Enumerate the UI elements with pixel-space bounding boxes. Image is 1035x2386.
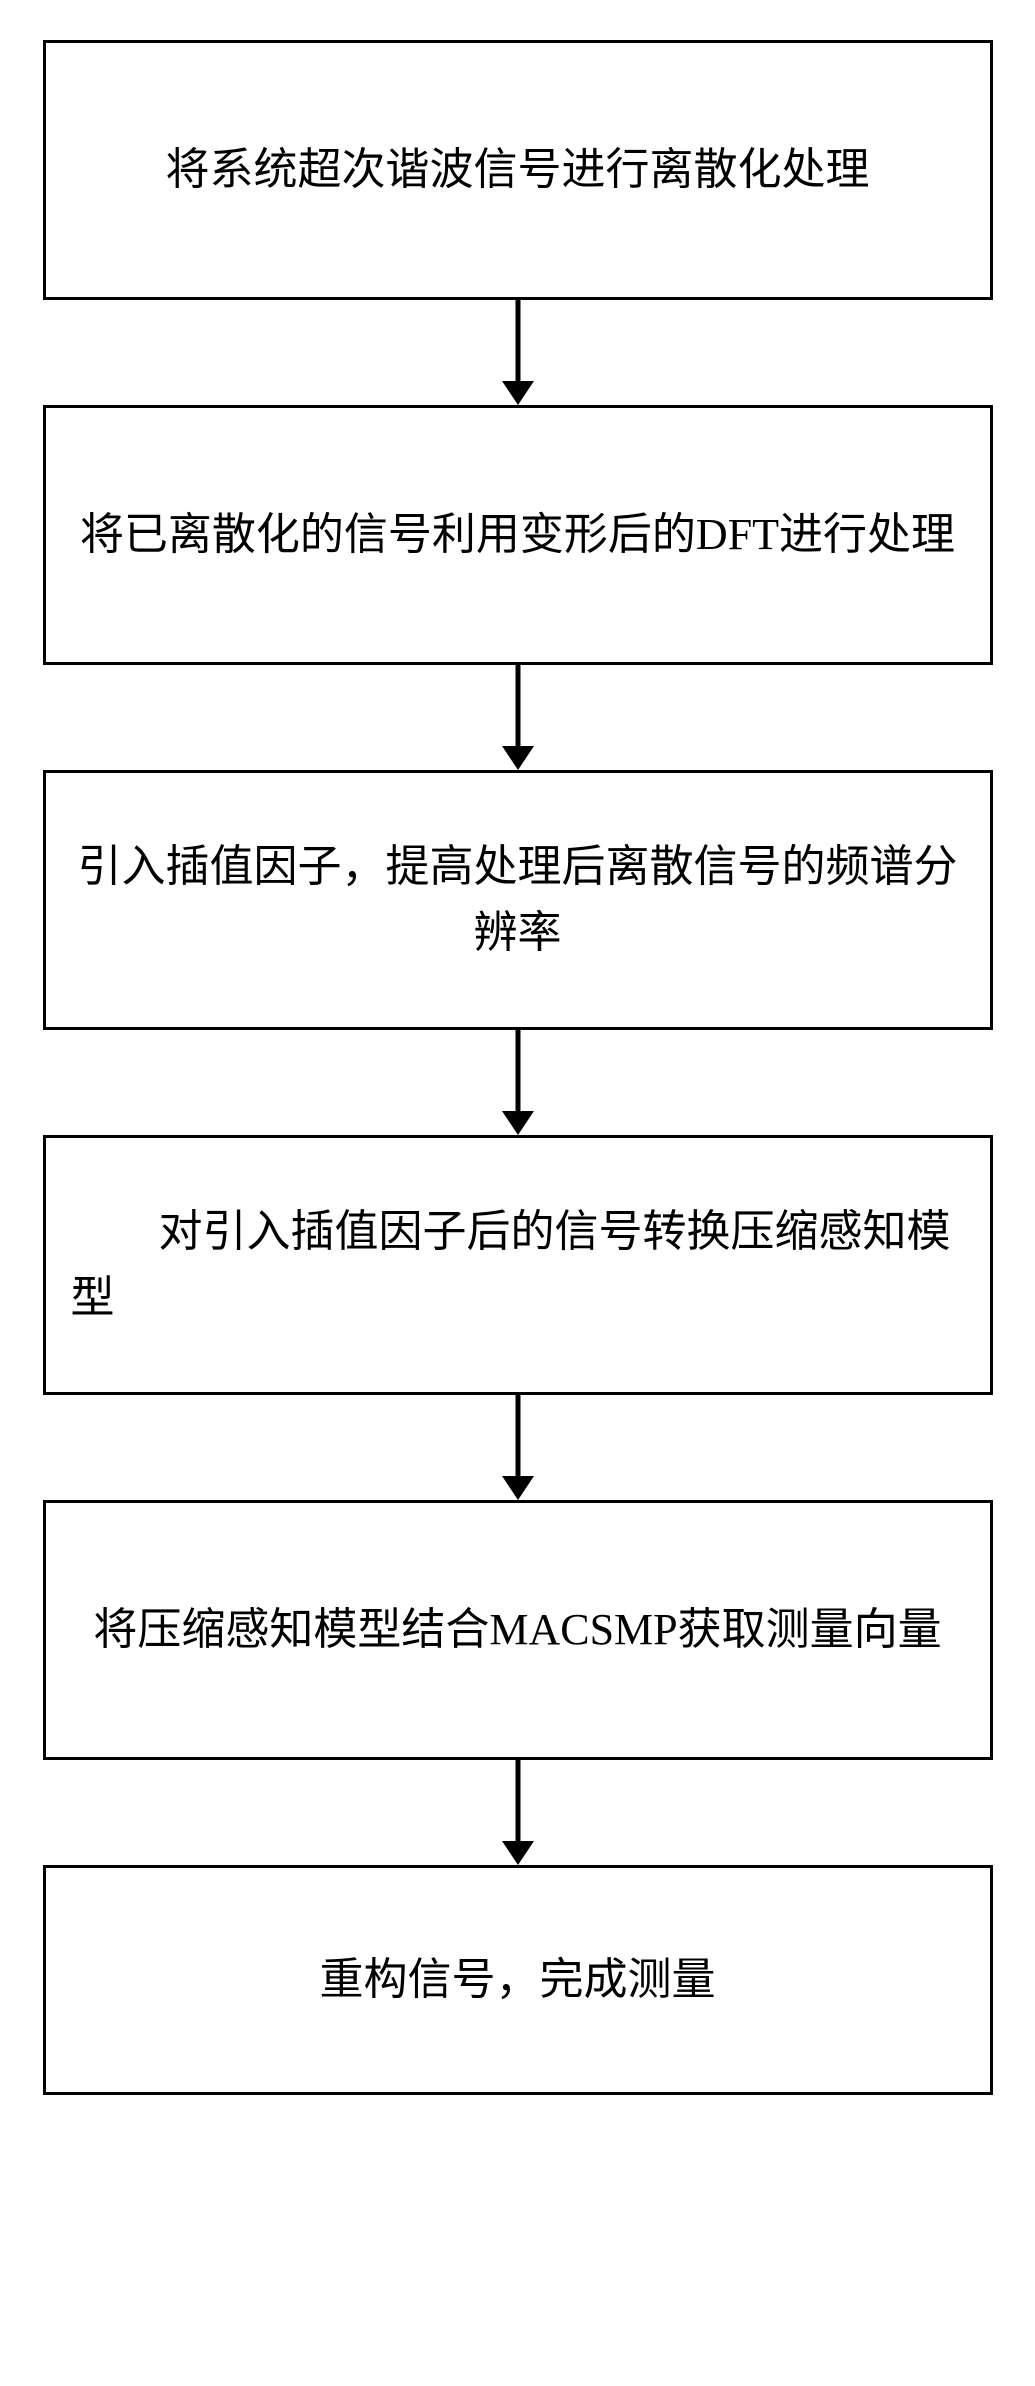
flow-arrow	[502, 300, 534, 405]
flow-step-text: 重构信号，完成测量	[320, 1947, 716, 2013]
flow-step-text: 将系统超次谐波信号进行离散化处理	[166, 137, 870, 203]
flow-step-step4: 对引入插值因子后的信号转换压缩感知模型	[43, 1135, 993, 1395]
flow-step-text: 引入插值因子，提高处理后离散信号的频谱分辨率	[71, 834, 965, 966]
flow-step-step1: 将系统超次谐波信号进行离散化处理	[43, 40, 993, 300]
flow-step-step6: 重构信号，完成测量	[43, 1865, 993, 2095]
flow-step-step2: 将已离散化的信号利用变形后的DFT进行处理	[43, 405, 993, 665]
flow-step-step5: 将压缩感知模型结合MACSMP获取测量向量	[43, 1500, 993, 1760]
flow-arrow	[502, 665, 534, 770]
flow-arrow	[502, 1030, 534, 1135]
flow-step-text: 对引入插值因子后的信号转换压缩感知模型	[71, 1199, 965, 1331]
flow-step-text: 将已离散化的信号利用变形后的DFT进行处理	[80, 502, 955, 568]
flow-step-step3: 引入插值因子，提高处理后离散信号的频谱分辨率	[43, 770, 993, 1030]
flow-arrow	[502, 1760, 534, 1865]
flow-arrow	[502, 1395, 534, 1500]
flow-step-text: 将压缩感知模型结合MACSMP获取测量向量	[93, 1597, 941, 1663]
flowchart-container: 将系统超次谐波信号进行离散化处理将已离散化的信号利用变形后的DFT进行处理引入插…	[43, 40, 993, 2095]
